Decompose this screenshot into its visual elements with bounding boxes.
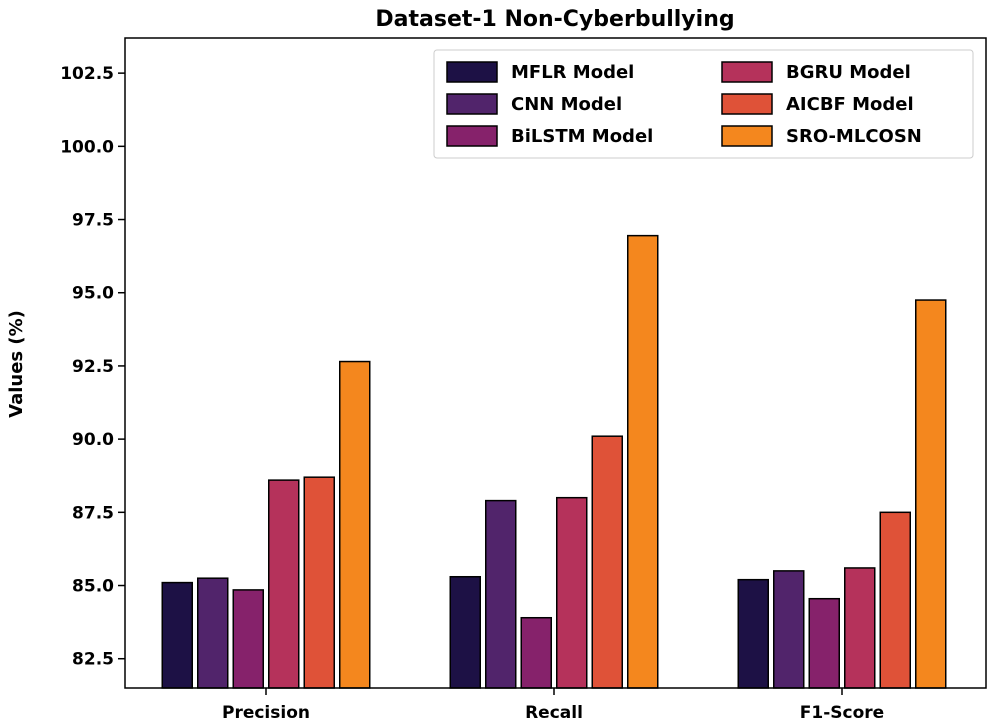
bar-bgru-model-precision <box>268 479 300 689</box>
x-tick-label: Precision <box>222 703 310 723</box>
legend-label: BiLSTM Model <box>511 126 653 147</box>
y-tick-label: 100.0 <box>60 137 114 157</box>
y-tick-label: 95.0 <box>72 284 114 304</box>
x-tick-label: Recall <box>525 703 583 723</box>
bar-aicbf-model-recall <box>591 435 623 689</box>
legend-label: SRO-MLCOSN <box>786 126 922 147</box>
bars <box>161 234 947 689</box>
bar-aicbf-model-precision <box>303 476 335 689</box>
bar-sro-mlcosn-recall <box>627 234 659 689</box>
chart-title: Dataset-1 Non-Cyberbullying <box>375 7 734 32</box>
bar-sro-mlcosn-precision <box>339 360 371 689</box>
bar-aicbf-model-f1-score <box>879 511 911 689</box>
legend-label: MFLR Model <box>511 62 634 83</box>
bar-bgru-model-f1-score <box>844 567 876 689</box>
bar-cnn-model-precision <box>197 577 229 689</box>
legend-label: CNN Model <box>511 94 622 115</box>
y-axis-label: Values (%) <box>6 310 27 418</box>
legend-label: AICBF Model <box>786 94 914 115</box>
bar-bilstm-model-precision <box>232 589 264 689</box>
bar-cnn-model-f1-score <box>773 570 805 689</box>
legend-swatch <box>721 125 773 147</box>
bar-mflr-model-recall <box>449 575 481 689</box>
y-tick-label: 87.5 <box>72 503 114 523</box>
y-tick-label: 90.0 <box>72 430 114 450</box>
axes <box>124 37 987 689</box>
bar-sro-mlcosn-f1-score <box>915 299 947 689</box>
legend-swatch <box>721 61 773 83</box>
y-tick-label: 85.0 <box>72 577 114 597</box>
bar-bilstm-model-f1-score <box>808 597 840 689</box>
legend: MFLR Model CNN Model BiLSTM Model BGRU Mode… <box>433 49 974 159</box>
y-tick-label: 102.5 <box>60 64 114 84</box>
x-tick-label: F1-Score <box>800 703 884 723</box>
plot-frame <box>124 37 987 689</box>
y-ticks: 82.5 85.0 87.5 90.0 92.5 95.0 97.5 100.0 102.5 <box>60 64 125 670</box>
legend-swatch <box>721 93 773 115</box>
legend-box <box>433 49 974 159</box>
bar-bgru-model-recall <box>556 496 588 689</box>
legend-label: BGRU Model <box>786 62 911 83</box>
y-tick-label: 97.5 <box>72 211 114 231</box>
legend-swatch <box>446 125 498 147</box>
legend-swatch <box>446 61 498 83</box>
x-ticks: Precision Recall F1-Score <box>222 688 884 723</box>
legend-swatch <box>446 93 498 115</box>
bar-mflr-model-f1-score <box>737 578 769 689</box>
y-tick-label: 92.5 <box>72 357 114 377</box>
bar-bilstm-model-recall <box>520 616 552 689</box>
bar-cnn-model-recall <box>485 499 517 689</box>
bar-mflr-model-precision <box>161 581 193 689</box>
y-tick-label: 82.5 <box>72 650 114 670</box>
